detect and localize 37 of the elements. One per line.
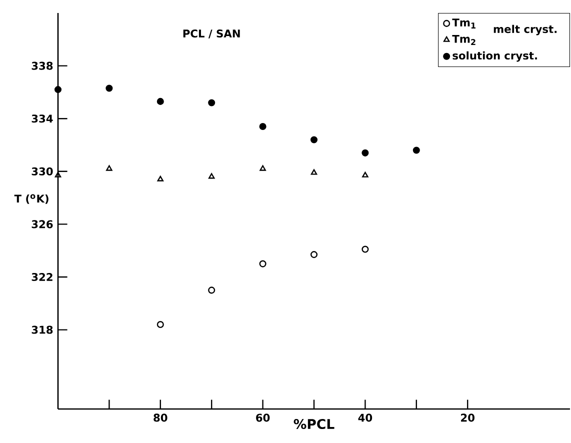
- legend-label: Tm$_{2}$: [452, 34, 476, 45]
- legend-label: Tm$_{1}$: [452, 18, 476, 28]
- point: [310, 136, 318, 144]
- point: [106, 165, 112, 171]
- point: [310, 251, 318, 258]
- x-tick-label: 20: [461, 414, 474, 422]
- y-axis-title: T ($^{o}$K): [14, 194, 48, 204]
- point: [208, 286, 216, 294]
- text: PCL / SAN: [183, 30, 240, 38]
- x-tick-label: 40: [358, 414, 372, 422]
- y-tick-label: 338: [32, 62, 53, 70]
- point: [259, 260, 266, 268]
- x-tick-label: 60: [256, 414, 270, 422]
- point: [54, 86, 62, 94]
- annotation: melt cryst.: [494, 24, 557, 36]
- point: [412, 146, 420, 154]
- point: [54, 172, 62, 178]
- point: [156, 321, 164, 328]
- point: [259, 123, 266, 130]
- y-tick-label: 322: [32, 272, 52, 282]
- point: [157, 176, 164, 182]
- point: [362, 149, 369, 156]
- y-tick-label: 334: [32, 114, 53, 123]
- point: [362, 246, 369, 253]
- y-tick-label: 318: [32, 326, 53, 334]
- x-tick-label: 80: [154, 414, 168, 422]
- point: [156, 98, 164, 105]
- point: [106, 84, 113, 92]
- legend-label: solution cryst.: [452, 51, 537, 62]
- y-tick-label: 326: [32, 220, 53, 228]
- x-axis-title: %PCL: [294, 418, 334, 430]
- point: [362, 172, 368, 178]
- y-tick-label: 330: [32, 167, 53, 176]
- point: [208, 99, 216, 106]
- point: [310, 169, 318, 175]
- point: [260, 165, 266, 171]
- point: [208, 173, 215, 179]
